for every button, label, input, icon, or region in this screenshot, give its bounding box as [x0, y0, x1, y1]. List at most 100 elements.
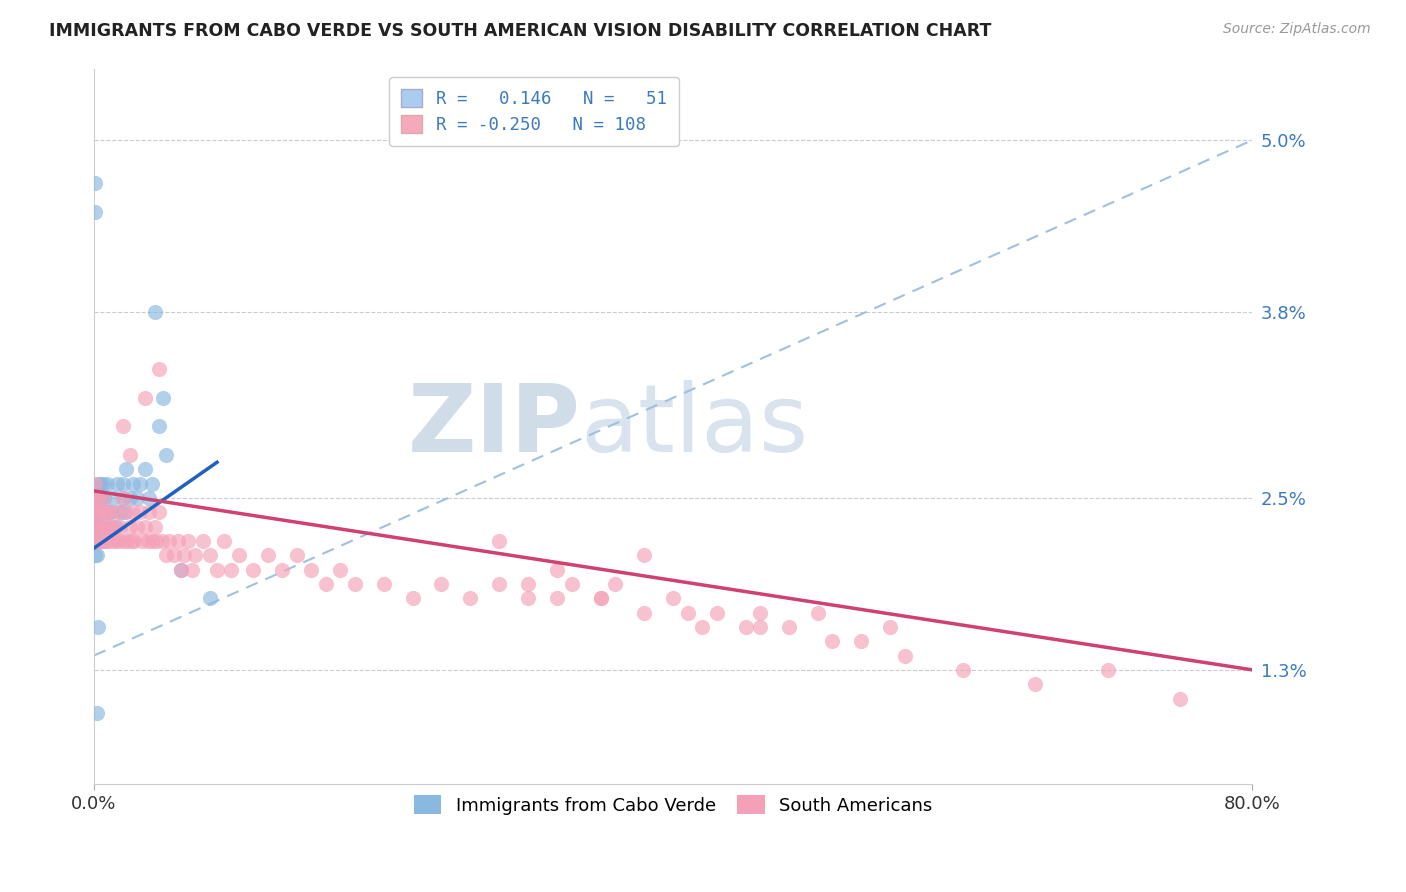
Point — [131, 534, 153, 549]
Point — [167, 534, 190, 549]
Point — [86, 706, 108, 720]
Point — [561, 577, 583, 591]
Point — [749, 606, 772, 620]
Point — [89, 519, 111, 533]
Point — [546, 563, 568, 577]
Point — [143, 305, 166, 319]
Point — [94, 534, 117, 549]
Point — [96, 476, 118, 491]
Point — [87, 491, 110, 505]
Point — [228, 549, 250, 563]
Point — [97, 534, 120, 549]
Point — [112, 534, 135, 549]
Point — [100, 519, 122, 533]
Point — [198, 591, 221, 606]
Point — [84, 176, 107, 190]
Point — [111, 419, 134, 434]
Point — [198, 549, 221, 563]
Point — [96, 505, 118, 519]
Point — [108, 519, 131, 533]
Point — [205, 563, 228, 577]
Point — [952, 663, 974, 677]
Point — [633, 549, 655, 563]
Point — [150, 534, 173, 549]
Point — [120, 491, 142, 505]
Point — [105, 505, 128, 519]
Point — [97, 519, 120, 533]
Point — [517, 577, 540, 591]
Point — [343, 577, 366, 591]
Point — [94, 505, 117, 519]
Point — [90, 519, 112, 533]
Point — [90, 505, 112, 519]
Point — [114, 462, 136, 476]
Point — [430, 577, 453, 591]
Point — [155, 448, 177, 462]
Point — [84, 549, 107, 563]
Point — [134, 519, 156, 533]
Point — [86, 534, 108, 549]
Point — [121, 534, 143, 549]
Point — [221, 563, 243, 577]
Point — [488, 577, 510, 591]
Point — [1024, 677, 1046, 691]
Point — [821, 634, 844, 648]
Point — [517, 591, 540, 606]
Point — [191, 534, 214, 549]
Point — [184, 549, 207, 563]
Point — [93, 519, 115, 533]
Point — [122, 476, 145, 491]
Point — [152, 391, 174, 405]
Point — [373, 577, 395, 591]
Point — [141, 476, 163, 491]
Point — [401, 591, 423, 606]
Point — [124, 534, 146, 549]
Text: IMMIGRANTS FROM CABO VERDE VS SOUTH AMERICAN VISION DISABILITY CORRELATION CHART: IMMIGRANTS FROM CABO VERDE VS SOUTH AMER… — [49, 22, 991, 40]
Point — [690, 620, 713, 634]
Point — [86, 549, 108, 563]
Point — [87, 491, 110, 505]
Point — [87, 620, 110, 634]
Point — [86, 505, 108, 519]
Point — [155, 549, 177, 563]
Point — [86, 519, 108, 533]
Point — [127, 491, 149, 505]
Point — [97, 505, 120, 519]
Legend: Immigrants from Cabo Verde, South Americans: Immigrants from Cabo Verde, South Americ… — [404, 784, 943, 825]
Point — [129, 505, 152, 519]
Point — [111, 491, 134, 505]
Point — [111, 476, 134, 491]
Point — [89, 534, 111, 549]
Point — [93, 505, 115, 519]
Point — [242, 563, 264, 577]
Point — [107, 534, 129, 549]
Point — [605, 577, 627, 591]
Point — [87, 505, 110, 519]
Point — [87, 519, 110, 533]
Point — [138, 505, 160, 519]
Point — [100, 505, 122, 519]
Point — [134, 462, 156, 476]
Point — [749, 620, 772, 634]
Point — [127, 519, 149, 533]
Point — [706, 606, 728, 620]
Point — [122, 505, 145, 519]
Point — [87, 519, 110, 533]
Point — [676, 606, 699, 620]
Point — [101, 534, 124, 549]
Point — [114, 505, 136, 519]
Point — [84, 534, 107, 549]
Point — [91, 476, 114, 491]
Text: Source: ZipAtlas.com: Source: ZipAtlas.com — [1223, 22, 1371, 37]
Point — [136, 534, 159, 549]
Point — [112, 505, 135, 519]
Point — [285, 549, 308, 563]
Point — [91, 519, 114, 533]
Point — [851, 634, 873, 648]
Point — [488, 534, 510, 549]
Point — [807, 606, 830, 620]
Point — [894, 648, 917, 663]
Point — [662, 591, 685, 606]
Text: atlas: atlas — [581, 381, 808, 473]
Point — [111, 491, 134, 505]
